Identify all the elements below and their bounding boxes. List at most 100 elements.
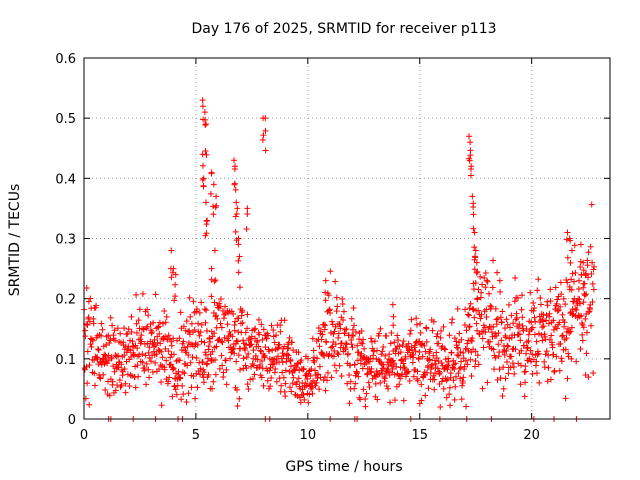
data-point bbox=[498, 337, 505, 344]
data-point bbox=[187, 313, 194, 320]
data-point bbox=[351, 322, 358, 329]
data-point bbox=[577, 300, 584, 307]
data-point bbox=[588, 322, 595, 329]
data-point bbox=[251, 371, 258, 378]
data-point bbox=[82, 327, 89, 334]
data-point bbox=[553, 325, 560, 332]
data-point bbox=[451, 366, 458, 373]
data-point bbox=[581, 292, 588, 299]
data-point bbox=[234, 205, 241, 212]
data-point bbox=[576, 296, 583, 303]
data-point bbox=[503, 316, 510, 323]
data-point bbox=[136, 306, 143, 313]
data-point bbox=[223, 381, 230, 388]
data-point bbox=[109, 378, 116, 385]
data-point bbox=[414, 368, 421, 375]
data-point bbox=[199, 176, 206, 183]
data-point bbox=[209, 348, 216, 355]
data-point bbox=[89, 337, 96, 344]
data-point bbox=[180, 391, 187, 398]
data-point bbox=[322, 277, 329, 284]
data-point bbox=[236, 284, 243, 291]
data-point bbox=[212, 371, 219, 378]
data-point bbox=[243, 365, 250, 372]
data-point bbox=[585, 374, 592, 381]
data-point bbox=[172, 271, 179, 278]
data-point bbox=[168, 274, 175, 281]
data-point bbox=[427, 346, 434, 353]
data-point bbox=[568, 247, 575, 254]
data-point bbox=[106, 392, 113, 399]
data-point bbox=[455, 370, 462, 377]
data-point bbox=[248, 341, 255, 348]
data-point bbox=[461, 363, 468, 370]
data-point bbox=[316, 343, 323, 350]
data-point bbox=[502, 375, 509, 382]
data-point bbox=[81, 366, 88, 373]
data-point bbox=[232, 163, 239, 170]
data-point bbox=[580, 259, 587, 266]
data-point bbox=[295, 375, 302, 382]
data-point bbox=[574, 300, 581, 307]
data-point bbox=[349, 344, 356, 351]
data-point bbox=[348, 315, 355, 322]
data-point bbox=[543, 348, 550, 355]
data-point bbox=[210, 378, 217, 385]
data-point bbox=[95, 345, 102, 352]
data-point bbox=[257, 347, 264, 354]
data-point bbox=[99, 326, 106, 333]
data-point bbox=[488, 303, 495, 310]
data-point bbox=[240, 337, 247, 344]
data-point bbox=[517, 381, 524, 388]
data-point bbox=[556, 319, 563, 326]
data-point bbox=[535, 276, 542, 283]
data-point bbox=[582, 272, 589, 279]
data-point bbox=[282, 367, 289, 374]
data-point bbox=[416, 348, 423, 355]
data-point bbox=[321, 352, 328, 359]
data-point bbox=[472, 348, 479, 355]
data-point bbox=[176, 335, 183, 342]
data-point bbox=[500, 364, 507, 371]
data-point bbox=[443, 394, 450, 401]
data-point bbox=[186, 327, 193, 334]
data-point bbox=[202, 349, 209, 356]
data-point bbox=[410, 373, 417, 380]
data-point bbox=[467, 152, 474, 159]
data-point bbox=[458, 396, 465, 403]
data-point bbox=[203, 327, 210, 334]
data-point bbox=[200, 175, 207, 182]
data-point bbox=[204, 217, 211, 224]
data-point bbox=[516, 331, 523, 338]
data-point bbox=[577, 263, 584, 270]
data-point bbox=[235, 235, 242, 242]
data-point bbox=[125, 326, 132, 333]
data-point bbox=[111, 327, 118, 334]
data-point bbox=[205, 371, 212, 378]
data-point bbox=[298, 357, 305, 364]
data-point bbox=[217, 296, 224, 303]
data-point bbox=[149, 369, 156, 376]
data-point bbox=[219, 362, 226, 369]
data-point bbox=[419, 353, 426, 360]
data-point bbox=[133, 320, 140, 327]
data-point bbox=[201, 109, 208, 116]
data-point bbox=[278, 382, 285, 389]
data-point bbox=[199, 97, 206, 104]
data-point bbox=[538, 331, 545, 338]
data-point bbox=[382, 352, 389, 359]
data-point bbox=[256, 331, 263, 338]
data-point bbox=[384, 359, 391, 366]
data-point bbox=[168, 247, 175, 254]
data-point bbox=[425, 385, 432, 392]
data-point bbox=[285, 345, 292, 352]
data-point bbox=[104, 360, 111, 367]
data-point bbox=[464, 311, 471, 318]
data-point bbox=[133, 291, 140, 298]
data-point bbox=[286, 334, 293, 341]
data-point bbox=[553, 300, 560, 307]
data-point bbox=[162, 345, 169, 352]
data-point bbox=[279, 369, 286, 376]
data-point bbox=[107, 314, 114, 321]
data-point bbox=[524, 345, 530, 352]
